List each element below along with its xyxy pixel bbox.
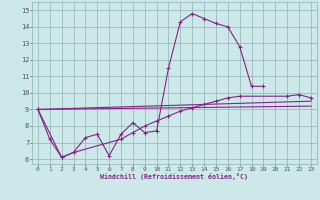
X-axis label: Windchill (Refroidissement éolien,°C): Windchill (Refroidissement éolien,°C) [100, 173, 248, 180]
